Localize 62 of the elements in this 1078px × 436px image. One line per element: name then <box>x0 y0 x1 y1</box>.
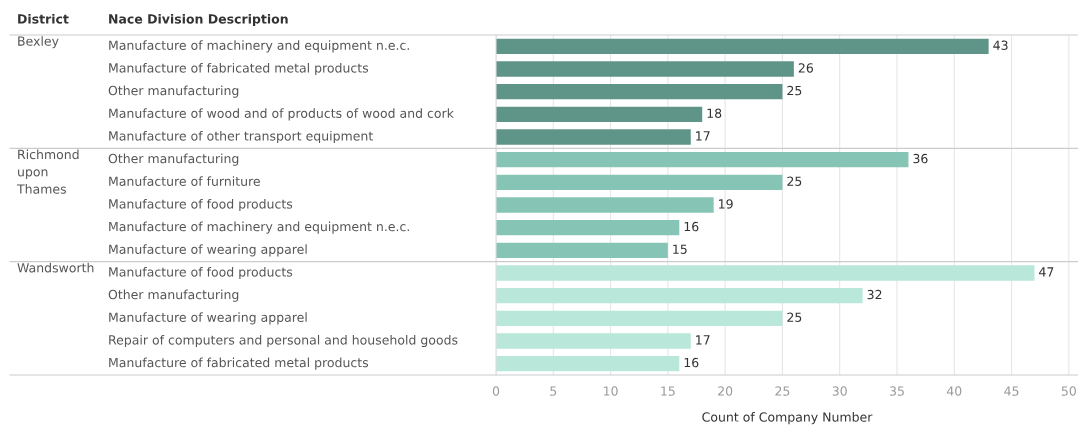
x-axis-title: Count of Company Number <box>702 412 873 425</box>
y-tick-label: Manufacture of fabricated metal products <box>109 62 369 76</box>
text: Nace Division Description <box>109 13 288 27</box>
data-label: 25 <box>787 85 802 96</box>
bar <box>496 219 680 236</box>
bar <box>496 310 783 327</box>
bar <box>496 265 1035 281</box>
y-tick-label: Manufacture of fabricated metal products <box>109 357 369 370</box>
x-tick-label: 25 <box>775 386 790 396</box>
x-tick-label: 15 <box>661 386 675 396</box>
y-tick-label: Manufacture of machinery and equipment n.e.c. <box>109 40 409 53</box>
x-tick-label: 30 <box>832 386 847 396</box>
y-tick-label: Other manufacturing <box>108 153 239 166</box>
x-tick-label: 20 <box>718 386 733 396</box>
y-tick-label: Repair of computers and personal and household goods <box>109 334 458 348</box>
y-tick-label: Manufacture of other transport equipment <box>109 130 373 144</box>
data-label: 25 <box>787 312 802 322</box>
data-label: 32 <box>867 289 882 300</box>
data-label: 43 <box>993 40 1008 50</box>
data-label: 19 <box>719 199 733 209</box>
y-tick-label: Manufacture of furniture <box>109 176 260 186</box>
data-label: 36 <box>913 153 928 164</box>
x-tick-label: 50 <box>1061 386 1076 396</box>
y-tick-label: Other manufacturing <box>108 85 239 98</box>
bar <box>496 333 691 349</box>
data-label: 16 <box>684 357 699 368</box>
y-tick-label: Manufacture of food products <box>109 198 293 212</box>
x-tick-label: 10 <box>603 386 618 396</box>
bar <box>496 174 783 191</box>
bar <box>496 83 783 100</box>
data-label: 18 <box>707 108 722 118</box>
x-tick-label: 35 <box>889 386 904 396</box>
x-tick-label: 45 <box>1004 386 1019 396</box>
bar <box>496 197 714 213</box>
data-label: 25 <box>787 176 802 186</box>
data-label: 17 <box>696 335 710 345</box>
x-tick-label: 5 <box>550 386 557 396</box>
bar <box>496 242 668 259</box>
text: Wandsworth <box>17 262 94 273</box>
bar <box>496 61 794 77</box>
bar <box>496 38 989 55</box>
text: Bexley <box>18 36 59 49</box>
text: Richmond upon Thames <box>16 149 79 194</box>
x-tick-label: 40 <box>946 386 962 396</box>
data-label: 16 <box>684 221 699 232</box>
data-label: 26 <box>798 63 813 73</box>
y-tick-label: Manufacture of wearing apparel <box>109 312 307 325</box>
y-tick-label: Other manufacturing <box>108 289 239 302</box>
y-tick-label: Manufacture of machinery and equipment n.e.c. <box>109 221 409 234</box>
bar <box>496 287 863 304</box>
y-tick-label: Manufacture of food products <box>109 266 293 280</box>
data-label: 15 <box>673 244 687 254</box>
data-label: 17 <box>696 131 710 141</box>
bar <box>496 129 691 145</box>
y-tick-label: Manufacture of wood and of products of wood and cork <box>109 108 454 121</box>
bar <box>496 355 680 372</box>
bar <box>496 106 703 123</box>
y-tick-label: Manufacture of wearing apparel <box>109 244 307 257</box>
x-tick-label: 0 <box>492 386 500 396</box>
text: District <box>18 13 69 24</box>
bar <box>496 151 909 168</box>
data-label: 47 <box>1039 267 1054 277</box>
